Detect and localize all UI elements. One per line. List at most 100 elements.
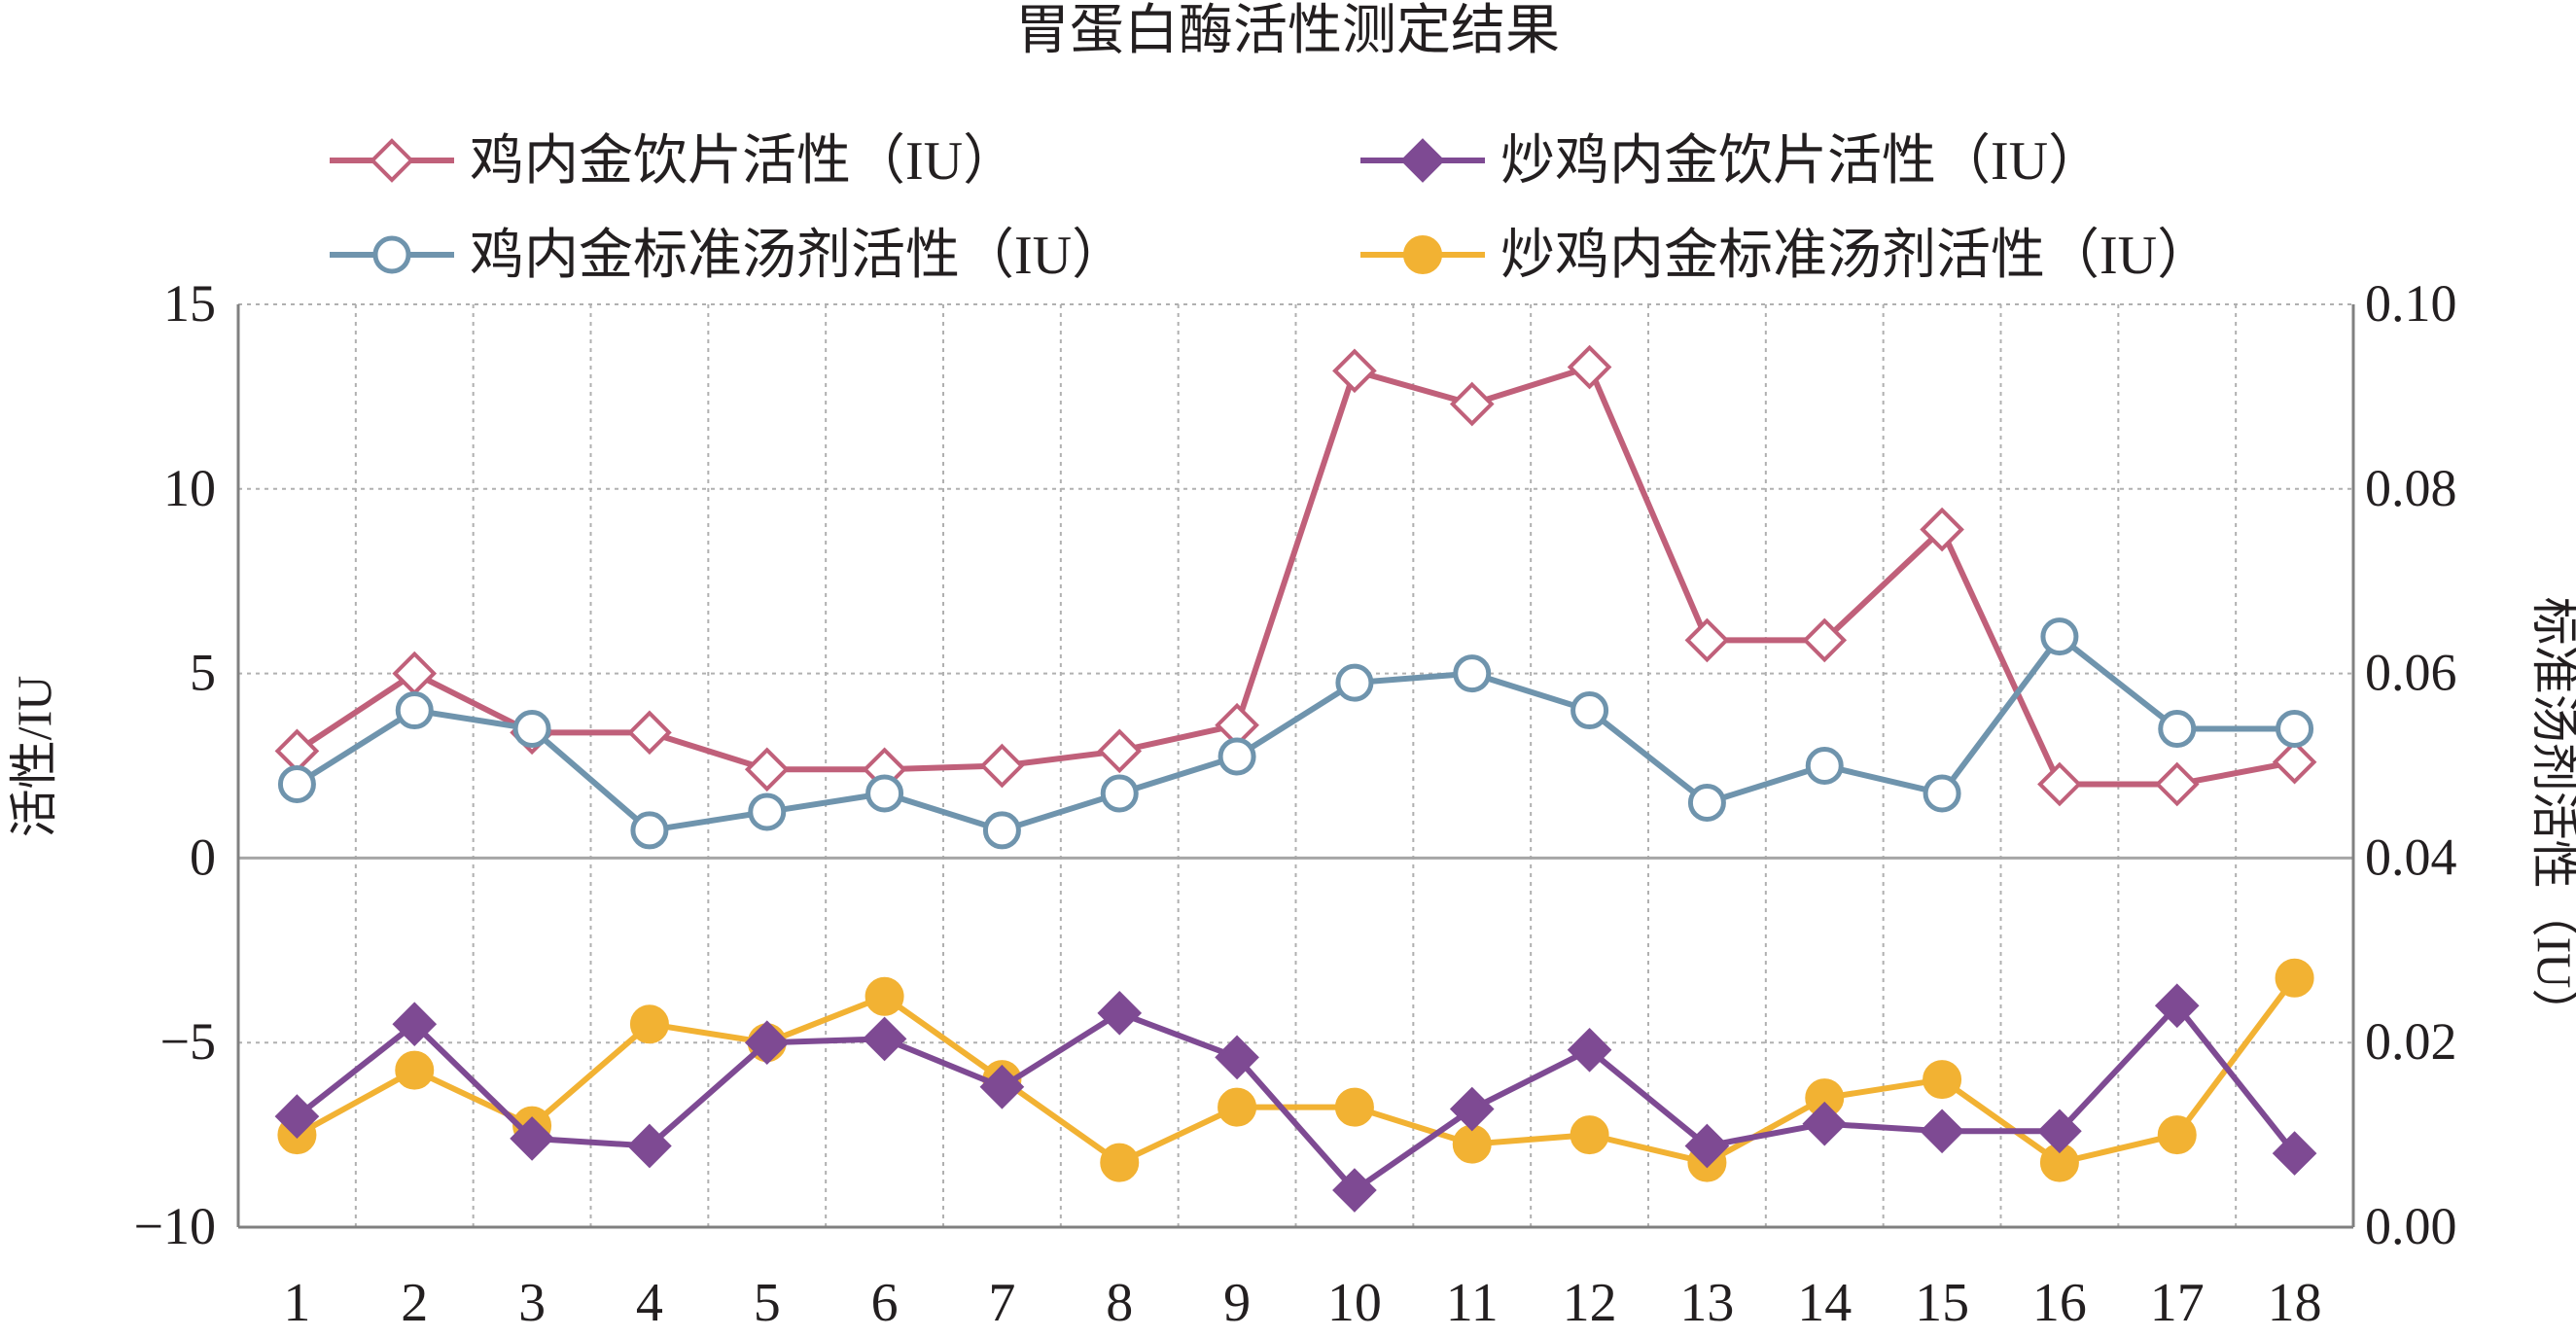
data-point <box>865 774 904 813</box>
series-line <box>295 975 2297 1166</box>
data-point <box>2037 1109 2082 1154</box>
data-point <box>1334 1087 1374 1127</box>
data-point <box>1449 1086 1495 1132</box>
grid <box>237 303 2354 1228</box>
x-tick-label: 10 <box>1327 1273 1382 1333</box>
data-point <box>1923 774 1961 813</box>
y2-tick-label: 0.00 <box>2365 1197 2457 1255</box>
legend: 鸡内金饮片活性（IU） 炒鸡内金饮片活性（IU） 鸡内金标准汤剂活性（IU） 炒鸡内金… <box>330 131 2211 286</box>
x-tick-label: 5 <box>754 1273 781 1333</box>
y-axis-label: 活性/IU <box>7 676 61 838</box>
plot-area <box>274 344 2317 1213</box>
data-point <box>1567 1027 1612 1073</box>
data-point <box>395 691 434 730</box>
data-point <box>392 651 438 696</box>
data-point <box>627 710 672 756</box>
legend-label: 炒鸡内金饮片活性（IU） <box>1500 131 2102 192</box>
x-tick-label: 6 <box>871 1273 899 1333</box>
data-point <box>1920 507 1964 552</box>
y2-tick-label: 0.08 <box>2365 459 2457 517</box>
x-tick-label: 9 <box>1223 1273 1251 1333</box>
data-point <box>627 1123 672 1169</box>
data-point <box>2154 761 2200 807</box>
data-point <box>982 811 1021 850</box>
legend-label: 炒鸡内金标准汤剂活性（IU） <box>1500 226 2211 286</box>
data-point <box>2037 761 2082 807</box>
data-point <box>1217 1087 1257 1127</box>
data-point <box>512 710 551 749</box>
legend-label: 鸡内金饮片活性（IU） <box>470 131 1017 192</box>
data-point <box>979 743 1025 789</box>
data-point <box>1687 783 1726 822</box>
data-point <box>862 1016 907 1062</box>
data-point <box>1684 1123 1730 1169</box>
x-tick-label: 18 <box>2268 1273 2322 1333</box>
data-point <box>630 811 669 850</box>
y-tick-label: −10 <box>134 1197 216 1255</box>
data-point <box>2157 1115 2197 1155</box>
data-point <box>1802 617 1848 663</box>
x-tick-label: 3 <box>518 1273 546 1333</box>
y-tick-label: 5 <box>190 644 216 702</box>
data-point <box>395 1050 435 1090</box>
y2-tick-label: 0.10 <box>2365 274 2457 333</box>
data-point <box>744 747 790 792</box>
legend-marker <box>370 138 414 183</box>
x-tick-label: 4 <box>636 1273 663 1333</box>
data-point <box>2040 617 2079 656</box>
data-point <box>1453 654 1492 693</box>
y2-tick-label: 0.06 <box>2365 644 2457 702</box>
data-point <box>744 1020 790 1066</box>
legend-marker <box>372 235 411 274</box>
data-point <box>748 792 787 831</box>
y-tick-label: 10 <box>163 459 216 517</box>
series-diamond-open <box>274 344 2317 807</box>
data-point <box>1805 747 1844 785</box>
data-point <box>2154 983 2200 1029</box>
x-tick-label: 14 <box>1797 1273 1852 1333</box>
x-tick-label: 17 <box>2150 1273 2205 1333</box>
data-point <box>1215 1035 1259 1080</box>
legend-entry: 炒鸡内金饮片活性（IU） <box>1360 131 2102 192</box>
series-line <box>295 633 2295 833</box>
y2-tick-label: 0.02 <box>2365 1012 2457 1071</box>
data-point <box>1335 663 1374 702</box>
data-point <box>1920 1109 1964 1154</box>
x-tick-label: 1 <box>283 1273 310 1333</box>
legend-entry: 炒鸡内金标准汤剂活性（IU） <box>1360 226 2211 286</box>
data-point <box>1097 728 1143 774</box>
data-point <box>2272 1131 2317 1176</box>
y2-tick-label: 0.04 <box>2365 827 2457 886</box>
series-diamond-filled <box>274 983 2317 1213</box>
data-point <box>274 1094 320 1139</box>
data-point <box>1802 1101 1848 1146</box>
data-point <box>1100 1143 1140 1182</box>
data-point <box>1570 1115 1609 1155</box>
chart-title: 胃蛋白酶活性测定结果 <box>1015 1 1560 61</box>
legend-label: 鸡内金标准汤剂活性（IU） <box>470 226 1126 286</box>
y-tick-label: −5 <box>160 1012 216 1071</box>
legend-entry: 鸡内金饮片活性（IU） <box>330 131 1017 192</box>
y-tick-label: 15 <box>163 274 216 333</box>
x-tick-label: 2 <box>401 1273 428 1333</box>
data-point <box>2275 958 2314 998</box>
data-point <box>2272 739 2317 785</box>
data-point <box>1570 691 1609 730</box>
data-point <box>979 1064 1025 1109</box>
data-point <box>1449 381 1495 427</box>
data-point <box>392 1002 438 1047</box>
legend-marker <box>1403 235 1442 274</box>
x-tick-label: 7 <box>988 1273 1015 1333</box>
legend-marker <box>1400 138 1445 183</box>
x-tick-label: 16 <box>2032 1273 2087 1333</box>
data-point <box>1217 737 1256 776</box>
data-point <box>510 1116 554 1161</box>
data-point <box>629 1004 669 1044</box>
data-point <box>1097 991 1143 1036</box>
x-tick-label: 8 <box>1106 1273 1133 1333</box>
data-point <box>1684 617 1730 663</box>
data-point <box>1332 1168 1377 1213</box>
x-tick-label: 11 <box>1446 1273 1499 1333</box>
data-point <box>1923 1060 1962 1100</box>
